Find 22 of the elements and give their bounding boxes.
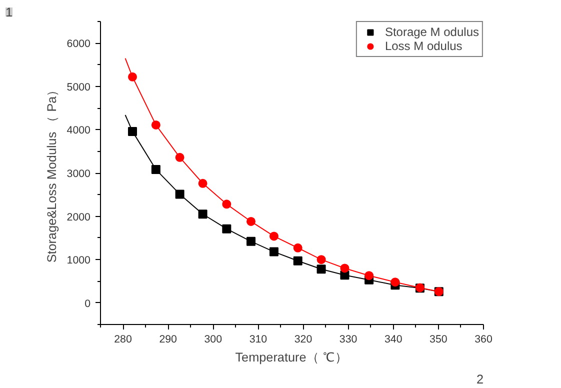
x-tick-label: 290 <box>159 334 178 346</box>
y-tick-label: 3000 <box>66 168 91 180</box>
x-tick-label: 340 <box>384 334 402 346</box>
y-tick-label: 2000 <box>66 211 91 224</box>
y-tick-label: 4000 <box>66 124 91 137</box>
legend-label: Loss M odulus <box>384 39 462 53</box>
legend-label: Storage M odulus <box>384 25 479 39</box>
x-tick-label: 300 <box>204 334 222 346</box>
x-tick-label: 320 <box>294 334 312 346</box>
x-tick-label: 280 <box>114 334 132 346</box>
x-tick-label: 310 <box>249 334 268 346</box>
x-tick-label: 330 <box>339 334 358 346</box>
y-tick-label: 1000 <box>66 254 91 267</box>
y-axis-title: Storage&Loss Modulus （ Pa） <box>44 83 59 263</box>
y-tick-label: 5000 <box>66 81 91 94</box>
text: 1 <box>6 6 13 20</box>
x-tick-label: 360 <box>474 334 492 346</box>
x-axis-title: Temperature（ ℃） <box>235 350 348 364</box>
x-tick-label: 350 <box>430 334 448 346</box>
text: 2 <box>476 372 484 386</box>
y-tick-label: 0 <box>84 298 91 310</box>
y-tick-label: 6000 <box>66 38 91 50</box>
